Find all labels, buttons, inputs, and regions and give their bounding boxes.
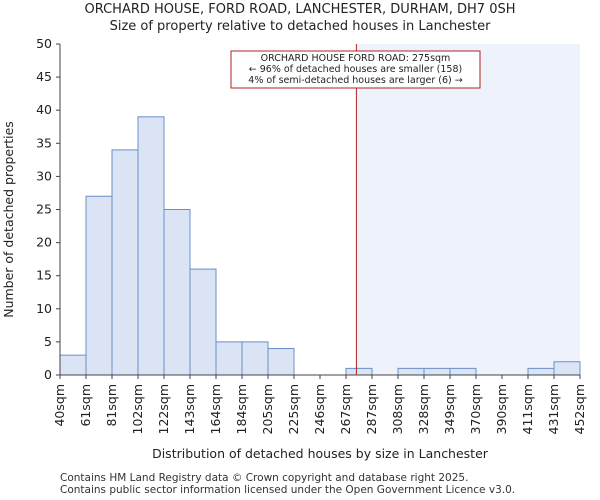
x-tick-label: 349sqm: [442, 384, 457, 434]
bar-267sqm: [345, 367, 373, 376]
annotation-line: 4% of semi-detached houses are larger (6…: [248, 75, 462, 86]
x-tick-label: 411sqm: [520, 384, 535, 434]
y-tick-label: 30: [36, 168, 52, 183]
x-axis-title: Distribution of detached houses by size …: [152, 446, 489, 461]
x-tick-label: 102sqm: [130, 384, 145, 434]
x-tick-label: 40sqm: [52, 384, 67, 427]
bar-61sqm: [85, 195, 113, 376]
x-tick-label: 61sqm: [78, 384, 93, 427]
y-axis-title: Number of detached properties: [1, 121, 16, 318]
annotation-box: [230, 50, 481, 89]
bar-81sqm: [111, 149, 139, 376]
chart-subtitle: Size of property relative to detached ho…: [109, 19, 491, 34]
x-tick-label: 246sqm: [312, 384, 327, 434]
x-tick-label: 225sqm: [286, 384, 301, 434]
bar-205sqm: [267, 348, 295, 376]
y-tick-label: 25: [36, 202, 52, 217]
highlight-region: [356, 44, 580, 375]
x-tick-label: 143sqm: [182, 384, 197, 434]
bar-349sqm: [449, 367, 477, 376]
bar-308sqm: [397, 367, 425, 376]
annotation-line: ← 96% of detached houses are smaller (15…: [249, 64, 462, 75]
x-tick-label: 184sqm: [234, 384, 249, 434]
footer-copyright: Contains HM Land Registry data © Crown c…: [60, 472, 469, 484]
x-tick-label: 452sqm: [572, 384, 587, 434]
bar-143sqm: [189, 268, 217, 376]
y-tick-label: 0: [44, 367, 52, 382]
x-tick-label: 328sqm: [416, 384, 431, 434]
x-tick-label: 267sqm: [338, 384, 353, 434]
y-tick-label: 15: [36, 268, 52, 283]
bar-184sqm: [241, 341, 269, 376]
x-tick-label: 308sqm: [390, 384, 405, 434]
y-tick-label: 35: [36, 135, 52, 150]
bar-431sqm: [553, 361, 581, 376]
y-tick-label: 45: [36, 69, 52, 84]
x-tick-label: 370sqm: [468, 384, 483, 434]
x-tick-label: 390sqm: [494, 384, 509, 434]
bar-328sqm: [423, 367, 451, 376]
x-tick-label: 81sqm: [104, 384, 119, 427]
footer-licence: Contains public sector information licen…: [60, 484, 516, 496]
bar-411sqm: [527, 367, 555, 376]
x-tick-label: 287sqm: [364, 384, 379, 434]
y-tick-label: 40: [36, 102, 52, 117]
x-tick-label: 122sqm: [156, 384, 171, 434]
bar-40sqm: [59, 354, 87, 376]
bar-102sqm: [137, 116, 165, 376]
bar-164sqm: [215, 341, 243, 376]
x-tick-label: 205sqm: [260, 384, 275, 434]
y-tick-label: 10: [36, 301, 52, 316]
x-tick-label: 164sqm: [208, 384, 223, 434]
bar-122sqm: [163, 209, 191, 376]
y-tick-label: 5: [44, 334, 52, 349]
chart-title: ORCHARD HOUSE, FORD ROAD, LANCHESTER, DU…: [84, 2, 516, 17]
y-tick-label: 50: [36, 36, 52, 51]
y-tick-label: 20: [36, 235, 52, 250]
annotation-line: ORCHARD HOUSE FORD ROAD: 275sqm: [261, 53, 451, 64]
x-tick-label: 431sqm: [546, 384, 561, 434]
